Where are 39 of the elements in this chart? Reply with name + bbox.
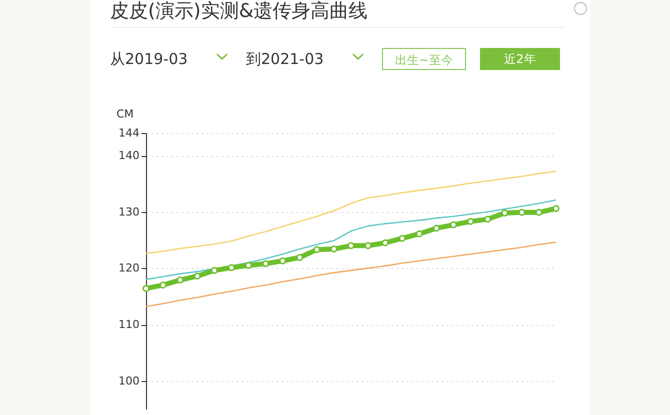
point — [467, 218, 474, 225]
line-series — [145, 242, 557, 308]
y-tick-label: 110 — [118, 318, 140, 332]
point — [432, 224, 440, 232]
point — [296, 254, 304, 261]
point — [210, 266, 218, 274]
y-tick-label: 130 — [118, 205, 140, 218]
y-tick-label: 120 — [118, 262, 140, 275]
point — [416, 230, 423, 238]
point — [142, 284, 150, 292]
point — [262, 260, 270, 268]
point — [348, 242, 354, 250]
chart-title: 皮皮(演示)实测&遗传身高曲线 — [110, 0, 368, 24]
text: 近2年 — [480, 48, 560, 70]
point — [279, 257, 286, 264]
point — [382, 239, 389, 246]
point — [450, 221, 457, 228]
point — [245, 262, 252, 269]
point — [484, 216, 492, 223]
y-tick-label: 100 — [118, 374, 140, 388]
point — [330, 246, 338, 253]
point — [160, 282, 167, 289]
point — [194, 272, 201, 280]
point — [313, 246, 320, 254]
line-series — [145, 170, 557, 254]
text: 出生~至今 — [382, 48, 466, 70]
point — [398, 234, 406, 242]
text: 到2021-03 — [246, 50, 324, 69]
point — [228, 264, 235, 272]
point — [176, 276, 184, 284]
line-series — [145, 199, 557, 280]
point — [364, 242, 372, 250]
point — [501, 210, 508, 216]
text: 从2019-03 — [110, 50, 188, 69]
point — [552, 204, 560, 212]
y-axis-title: CM — [116, 108, 134, 120]
y-tick-label: 140 — [118, 149, 140, 162]
y-tick-label: 144 — [118, 126, 140, 140]
point — [535, 208, 542, 216]
